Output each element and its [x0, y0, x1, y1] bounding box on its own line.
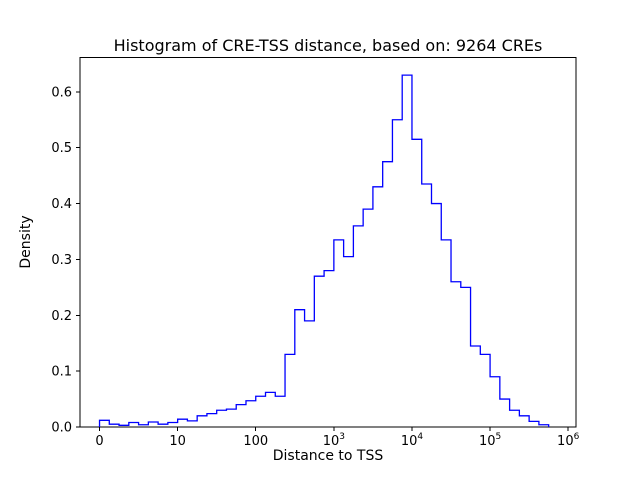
y-tick-label: 0.4 [51, 197, 72, 212]
x-tick-label: 100 [243, 434, 268, 449]
y-tick-label: 0.6 [51, 85, 72, 100]
x-tick-label: 104 [401, 432, 424, 449]
x-tick-label: 0 [95, 434, 103, 449]
chart-title: Histogram of CRE-TSS distance, based on:… [113, 36, 543, 55]
x-tick-label: 105 [479, 432, 501, 449]
y-tick-label: 0.2 [51, 309, 72, 324]
y-tick-label: 0.1 [51, 365, 72, 380]
x-axis: 0 10 100 103 104 105 106 [95, 427, 580, 449]
y-tick-label: 0.3 [51, 253, 72, 268]
histogram-step-line [98, 74, 550, 427]
y-axis: 0.0 0.1 0.2 0.3 0.4 0.5 0.6 [51, 85, 80, 436]
y-axis-label: Density [18, 215, 34, 269]
x-tick-label: 106 [557, 432, 580, 449]
x-tick-label: 103 [323, 432, 345, 449]
x-axis-label: Distance to TSS [272, 448, 384, 464]
y-tick-label: 0.0 [51, 421, 72, 436]
plot-spines [79, 57, 577, 428]
y-tick-label: 0.5 [51, 141, 72, 156]
x-tick-label: 10 [169, 434, 186, 449]
